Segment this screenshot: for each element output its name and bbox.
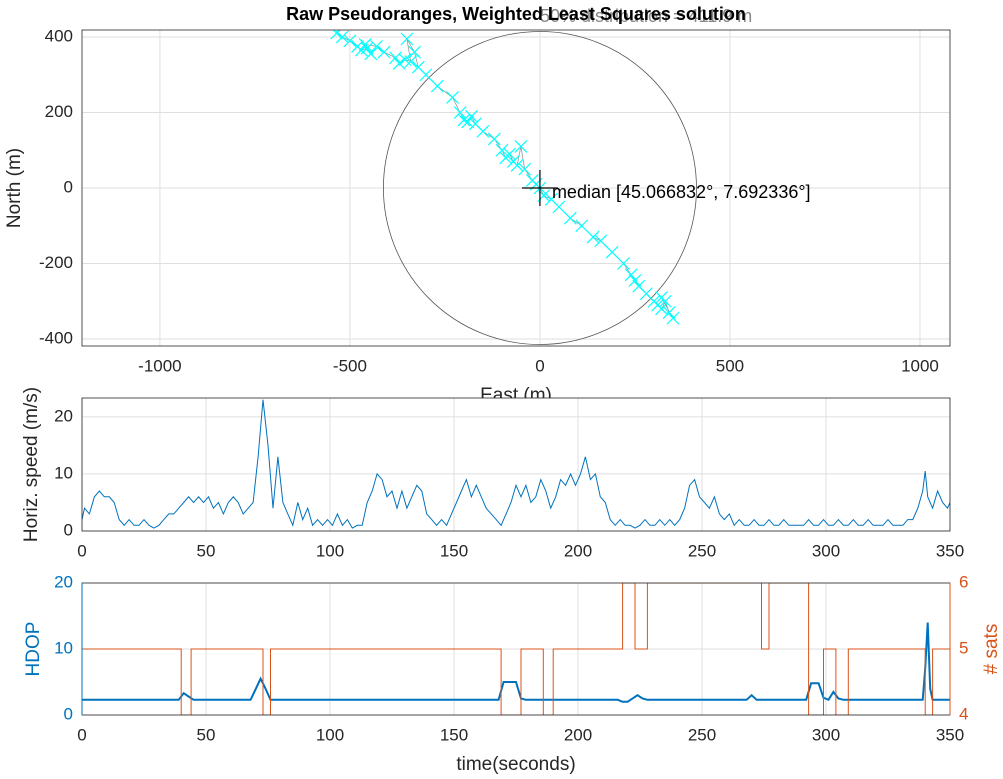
x-tick-label: -500 [333, 356, 367, 375]
plot-area [330, 30, 697, 345]
x-tick-label: 100 [316, 541, 344, 560]
point-marker [343, 34, 357, 48]
x-tick-label: 350 [936, 725, 964, 744]
x-tick-label: 300 [812, 725, 840, 744]
y-tick-label: 0 [64, 177, 73, 196]
y2-axis-label: # sats [981, 624, 1002, 675]
y-axis-label: Horiz. speed (m/s) [21, 387, 42, 542]
point-marker [552, 200, 566, 214]
x-tick-label: 0 [77, 725, 86, 744]
circle-label: 50% distribution = 411.9 m [540, 6, 752, 26]
median-label: median [45.066832°, 7.692336°] [552, 182, 811, 202]
y-tick-label: -200 [39, 253, 73, 272]
x-tick-label: 300 [812, 541, 840, 560]
point-marker [624, 268, 638, 282]
x-tick-label: 0 [535, 356, 544, 375]
point-marker [400, 32, 414, 46]
x-tick-label: 200 [564, 725, 592, 744]
x-tick-label: 0 [77, 541, 86, 560]
y-tick-label: 400 [45, 26, 73, 45]
y-tick-label: -400 [39, 328, 73, 347]
point-marker [575, 219, 589, 233]
point-marker [503, 147, 516, 161]
point-marker [419, 68, 433, 82]
point-marker [594, 234, 608, 248]
y-tick-label: 10 [54, 638, 73, 657]
x-tick-label: 350 [936, 541, 964, 560]
point-marker [495, 143, 509, 157]
y-axis-label: HDOP [23, 622, 44, 677]
point-marker [461, 115, 475, 129]
x-tick-label: 200 [564, 541, 592, 560]
x-tick-label: 250 [688, 541, 716, 560]
x-tick-label: 100 [316, 725, 344, 744]
point-marker [358, 38, 372, 51]
point-marker [655, 302, 668, 316]
median-marker [521, 170, 558, 206]
y-tick-label: 20 [54, 572, 73, 591]
point-marker [476, 124, 490, 138]
point-marker [392, 56, 406, 70]
point-marker [655, 291, 668, 304]
point-marker [465, 109, 478, 123]
y2-tick-label: 5 [959, 638, 968, 657]
x-tick-label: 50 [197, 725, 216, 744]
y-axis-label: North (m) [4, 148, 25, 228]
y-tick-label: 200 [45, 102, 73, 121]
distribution-circle [383, 31, 697, 345]
point-marker [457, 113, 471, 127]
point-marker [364, 47, 378, 61]
point-marker [662, 306, 676, 320]
chart-title: Raw Pseudoranges, Weighted Least Squares… [286, 4, 746, 24]
point-marker [586, 230, 600, 244]
point-marker [404, 55, 418, 68]
point-marker [605, 245, 619, 259]
point-marker [430, 79, 444, 93]
point-marker [563, 211, 577, 225]
point-marker [510, 158, 524, 172]
axes-background [82, 398, 950, 531]
y2-tick-label: 6 [959, 572, 968, 591]
point-marker [628, 274, 642, 287]
data-line [82, 622, 950, 703]
x-tick-label: 150 [440, 725, 468, 744]
axes-box [81, 29, 951, 347]
x-tick-label: 1000 [901, 356, 939, 375]
plot-area [82, 399, 950, 529]
x-tick-label: 250 [688, 725, 716, 744]
point-marker [330, 30, 344, 40]
y-tick-label: 10 [54, 463, 73, 482]
point-marker [370, 39, 383, 53]
y-tick-label: 0 [64, 704, 73, 723]
x-tick-label: -1000 [138, 356, 181, 375]
point-marker [487, 132, 501, 146]
x-tick-label: 150 [440, 541, 468, 560]
y-tick-label: 0 [64, 520, 73, 539]
x-tick-label: 50 [197, 541, 216, 560]
point-marker [377, 45, 391, 59]
x-tick-label: 500 [716, 356, 744, 375]
axes-box [81, 397, 951, 532]
y2-tick-label: 4 [959, 704, 968, 723]
data-line [82, 399, 950, 529]
point-marker [453, 106, 467, 119]
point-marker [335, 30, 349, 44]
point-marker [617, 257, 630, 270]
x-axis-label: time(seconds) [456, 754, 575, 775]
point-marker [408, 45, 421, 59]
y-tick-label: 20 [54, 406, 73, 425]
point-marker [666, 311, 680, 325]
point-marker [446, 90, 459, 104]
point-marker [514, 140, 528, 153]
point-marker [518, 162, 532, 176]
data-line [82, 583, 950, 715]
plot-area [82, 583, 950, 715]
